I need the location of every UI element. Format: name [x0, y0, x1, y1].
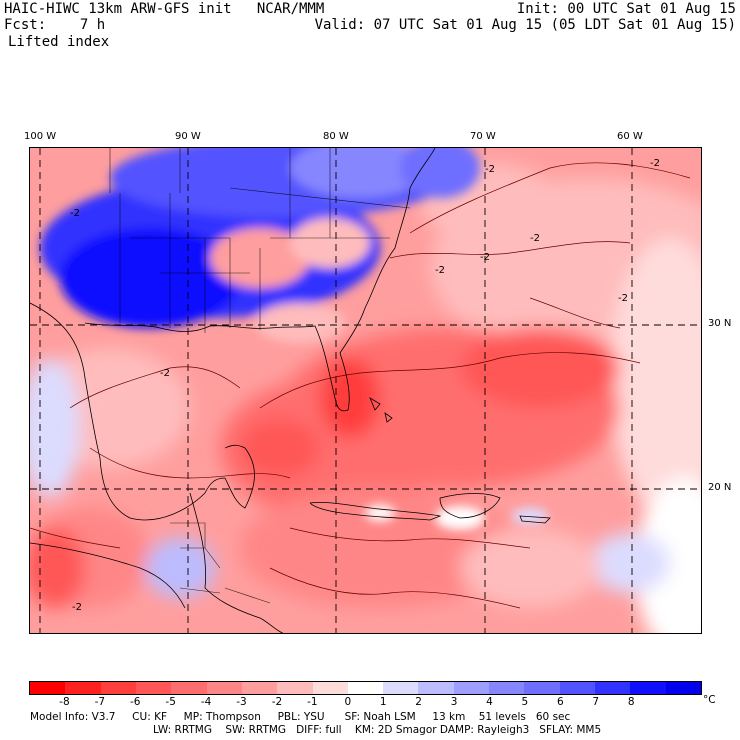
colorbar-tick-label: 8 — [627, 696, 635, 708]
model-title: HAIC-HIWC 13km ARW-GFS init NCAR/MMM — [4, 1, 325, 17]
colorbar-ticks: -8 -7 -6 -5 -4 -3 -2 -1 0 1 2 3 4 5 6 7 8 — [29, 696, 702, 708]
coastlines — [30, 148, 551, 633]
state-borders — [109, 148, 411, 604]
colorbar-tick-label: 0 — [344, 696, 352, 708]
lat-lon-grid — [30, 148, 701, 633]
colorbar-swatch — [630, 682, 666, 694]
lon-label-90w: 90 W — [175, 131, 201, 142]
colorbar-tick-label: -8 — [59, 696, 70, 708]
colorbar-tick-label: 3 — [450, 696, 458, 708]
colorbar-swatch — [418, 682, 454, 694]
colorbar-swatch — [30, 682, 66, 694]
colorbar-swatch — [135, 682, 172, 694]
colorbar-tick-label: 2 — [415, 696, 422, 708]
colorbar-swatch — [171, 682, 207, 694]
lifted-index-map: -2 -2 -2 -2 -2 -2 -2 -2 -2 — [29, 147, 702, 634]
colorbar-swatch — [347, 682, 384, 694]
colorbar-swatch — [595, 682, 631, 694]
model-info-line-1: Model Info: V3.7 CU: KF MP: Thompson PBL… — [30, 711, 571, 723]
colorbar-unit: °C — [703, 694, 716, 706]
colorbar-swatch — [65, 682, 101, 694]
colorbar-swatch — [665, 682, 701, 694]
colorbar-tick-label: -1 — [307, 696, 318, 708]
lat-label-20n: 20 N — [708, 482, 732, 493]
colorbar-swatch — [453, 682, 490, 694]
colorbar — [29, 681, 702, 695]
colorbar-tick-label: -3 — [236, 696, 247, 708]
colorbar-tick-label: 6 — [556, 696, 564, 708]
colorbar-tick-label: 1 — [379, 696, 387, 708]
colorbar-tick-label: -6 — [130, 696, 141, 708]
contour-label: -2 — [485, 164, 495, 175]
colorbar-swatch — [100, 682, 136, 694]
model-info-line-2: LW: RRTMG SW: RRTMG DIFF: full KM: 2D Sm… — [153, 724, 602, 736]
contour-label: -2 — [618, 293, 628, 304]
forecast-hour: Fcst: 7 h — [4, 17, 106, 33]
init-time: Init: 00 UTC Sat 01 Aug 15 — [516, 1, 736, 17]
lon-label-60w: 60 W — [617, 131, 643, 142]
contour-label: -2 — [70, 208, 80, 219]
contour-label: -2 — [435, 265, 445, 276]
contour-label: -2 — [530, 233, 540, 244]
colorbar-tick-label: -4 — [200, 696, 212, 708]
contour-label-group: -2 -2 -2 -2 -2 -2 -2 -2 -2 — [70, 158, 660, 613]
colorbar-swatch — [312, 682, 348, 694]
contour-lines — [30, 162, 691, 609]
contour-label: -2 — [480, 252, 490, 263]
colorbar-swatch — [559, 682, 595, 694]
lat-label-30n: 30 N — [708, 318, 732, 329]
valid-time: Valid: 07 UTC Sat 01 Aug 15 (05 LDT Sat … — [314, 17, 736, 33]
lon-label-80w: 80 W — [323, 131, 349, 142]
colorbar-tick-label: -5 — [165, 696, 176, 708]
colorbar-swatch — [206, 682, 242, 694]
colorbar-swatch — [241, 682, 278, 694]
colorbar-swatch — [383, 682, 419, 694]
colorbar-tick-label: -2 — [271, 696, 283, 708]
field-shading — [30, 163, 701, 633]
colorbar-tick-label: 5 — [521, 696, 529, 708]
contour-label: -2 — [160, 368, 170, 379]
contour-label: -2 — [72, 602, 82, 613]
lon-label-70w: 70 W — [470, 131, 496, 142]
contour-label: -2 — [650, 158, 660, 169]
lon-label-100w: 100 W — [24, 131, 57, 142]
colorbar-tick-label: 7 — [592, 696, 600, 708]
field-name: Lifted index — [8, 34, 110, 50]
map-canvas: -2 -2 -2 -2 -2 -2 -2 -2 -2 — [30, 148, 701, 633]
colorbar-swatch — [524, 682, 560, 694]
colorbar-swatch — [277, 682, 313, 694]
colorbar-swatch — [489, 682, 525, 694]
colorbar-tick-label: -7 — [94, 696, 106, 708]
colorbar-tick-label: 4 — [486, 696, 493, 708]
